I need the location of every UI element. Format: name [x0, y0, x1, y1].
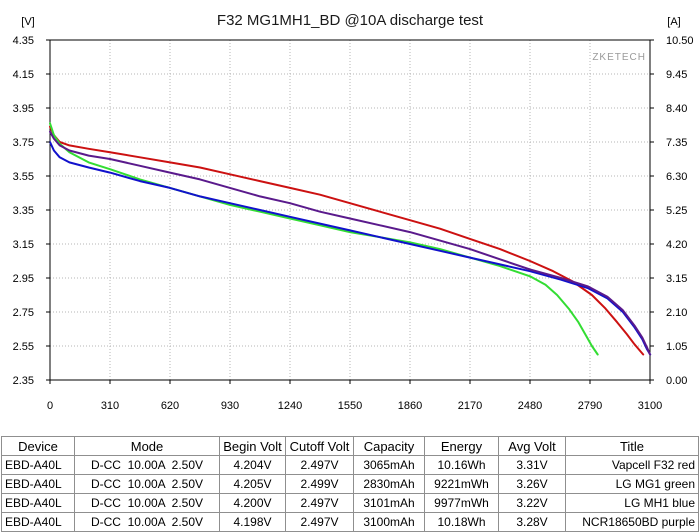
cell-capacity: 3065mAh	[353, 455, 425, 475]
cell-energy: 10.18Wh	[424, 512, 499, 532]
y-right-tick-label: 1.05	[666, 341, 687, 353]
cell-cutoff-volt: 2.497V	[285, 455, 354, 475]
cell-energy: 9977mWh	[424, 493, 499, 513]
cell-mode: D-CC 10.00A 2.50V	[74, 474, 220, 494]
y-right-tick-label: 5.25	[666, 205, 687, 217]
cell-avg-volt: 3.28V	[498, 512, 566, 532]
cell-energy: 9221mWh	[424, 474, 499, 494]
table-row: EBD-A40L D-CC 10.00A 2.50V 4.198V 2.497V…	[1, 512, 699, 532]
table-row: EBD-A40L D-CC 10.00A 2.50V 4.205V 2.499V…	[1, 474, 699, 494]
cell-avg-volt: 3.22V	[498, 493, 566, 513]
y-left-tick-label: 3.55	[13, 171, 34, 183]
x-tick-label: 1860	[398, 400, 422, 412]
y-left-tick-label: 4.35	[13, 35, 34, 47]
y-left-tick-label: 2.35	[13, 375, 34, 387]
cell-mode: D-CC 10.00A 2.50V	[74, 493, 220, 513]
x-tick-label: 620	[161, 400, 179, 412]
x-tick-label: 1240	[278, 400, 302, 412]
cell-title: NCR18650BD purple	[565, 512, 699, 532]
axis-ticks: 0 310 620 930 1240 1550 1860 2170 2480 2790 3100 4.…	[13, 35, 694, 412]
y-right-tick-label: 8.40	[666, 103, 687, 115]
grid-lines	[50, 40, 650, 380]
y-left-tick-label: 2.55	[13, 341, 34, 353]
series-line-ncr18650bd-purple	[49, 130, 651, 356]
y-right-tick-label: 3.15	[666, 273, 687, 285]
header-title: Title	[565, 436, 699, 456]
cell-title: LG MG1 green	[565, 474, 699, 494]
y-left-tick-label: 3.15	[13, 239, 34, 251]
y-left-tick-label: 3.95	[13, 103, 34, 115]
cell-begin-volt: 4.204V	[219, 455, 286, 475]
x-tick-label: 3100	[638, 400, 662, 412]
y-right-tick-label: 9.45	[666, 69, 687, 81]
cell-device: EBD-A40L	[1, 455, 75, 475]
discharge-chart: F32 MG1MH1_BD @10A discharge test [V] [A…	[13, 12, 694, 412]
cell-capacity: 3100mAh	[353, 512, 425, 532]
cell-avg-volt: 3.31V	[498, 455, 566, 475]
header-capacity: Capacity	[353, 436, 425, 456]
y-left-unit: [V]	[21, 16, 34, 28]
cell-mode: D-CC 10.00A 2.50V	[74, 512, 220, 532]
cell-cutoff-volt: 2.499V	[285, 474, 354, 494]
series-line-vapcell-f32-red	[49, 125, 645, 356]
y-left-tick-label: 2.75	[13, 307, 34, 319]
series-line-lg-mg1-green	[49, 122, 599, 356]
cell-avg-volt: 3.26V	[498, 474, 566, 494]
y-right-tick-label: 10.50	[666, 35, 694, 47]
series-line-lg-mh1-blue	[49, 141, 652, 356]
x-tick-label: 2790	[578, 400, 602, 412]
x-tick-label: 310	[101, 400, 119, 412]
cell-title: LG MH1 blue	[565, 493, 699, 513]
cell-begin-volt: 4.200V	[219, 493, 286, 513]
cell-mode: D-CC 10.00A 2.50V	[74, 455, 220, 475]
cell-title: Vapcell F32 red	[565, 455, 699, 475]
header-mode: Mode	[74, 436, 220, 456]
series-lines	[49, 122, 652, 356]
x-tick-label: 0	[47, 400, 53, 412]
y-left-tick-label: 3.75	[13, 137, 34, 149]
y-right-tick-label: 2.10	[666, 307, 687, 319]
y-right-tick-label: 7.35	[666, 137, 687, 149]
y-left-tick-label: 4.15	[13, 69, 34, 81]
header-energy: Energy	[424, 436, 499, 456]
table-header-row: Device Mode Begin Volt Cutoff Volt Capac…	[1, 436, 699, 456]
header-cutoff-volt: Cutoff Volt	[285, 436, 354, 456]
y-left-tick-label: 2.95	[13, 273, 34, 285]
cell-begin-volt: 4.205V	[219, 474, 286, 494]
header-begin-volt: Begin Volt	[219, 436, 286, 456]
chart-canvas: F32 MG1MH1_BD @10A discharge test [V] [A…	[13, 12, 694, 412]
cell-device: EBD-A40L	[1, 474, 75, 494]
y-left-tick-label: 3.35	[13, 205, 34, 217]
y-right-tick-label: 4.20	[666, 239, 687, 251]
x-tick-label: 1550	[338, 400, 362, 412]
chart-title: F32 MG1MH1_BD @10A discharge test	[217, 12, 484, 29]
y-right-tick-label: 0.00	[666, 375, 687, 387]
x-tick-label: 2170	[458, 400, 482, 412]
y-right-tick-label: 6.30	[666, 171, 687, 183]
cell-capacity: 2830mAh	[353, 474, 425, 494]
cell-device: EBD-A40L	[1, 493, 75, 513]
header-avg-volt: Avg Volt	[498, 436, 566, 456]
x-tick-label: 930	[221, 400, 239, 412]
cell-capacity: 3101mAh	[353, 493, 425, 513]
watermark: ZKETECH	[592, 52, 646, 63]
cell-cutoff-volt: 2.497V	[285, 512, 354, 532]
table-row: EBD-A40L D-CC 10.00A 2.50V 4.204V 2.497V…	[1, 455, 699, 475]
x-tick-label: 2480	[518, 400, 542, 412]
results-table: Device Mode Begin Volt Cutoff Volt Capac…	[1, 436, 699, 532]
y-right-unit: [A]	[667, 16, 680, 28]
header-device: Device	[1, 436, 75, 456]
cell-cutoff-volt: 2.497V	[285, 493, 354, 513]
table-row: EBD-A40L D-CC 10.00A 2.50V 4.200V 2.497V…	[1, 493, 699, 513]
cell-device: EBD-A40L	[1, 512, 75, 532]
cell-energy: 10.16Wh	[424, 455, 499, 475]
cell-begin-volt: 4.198V	[219, 512, 286, 532]
